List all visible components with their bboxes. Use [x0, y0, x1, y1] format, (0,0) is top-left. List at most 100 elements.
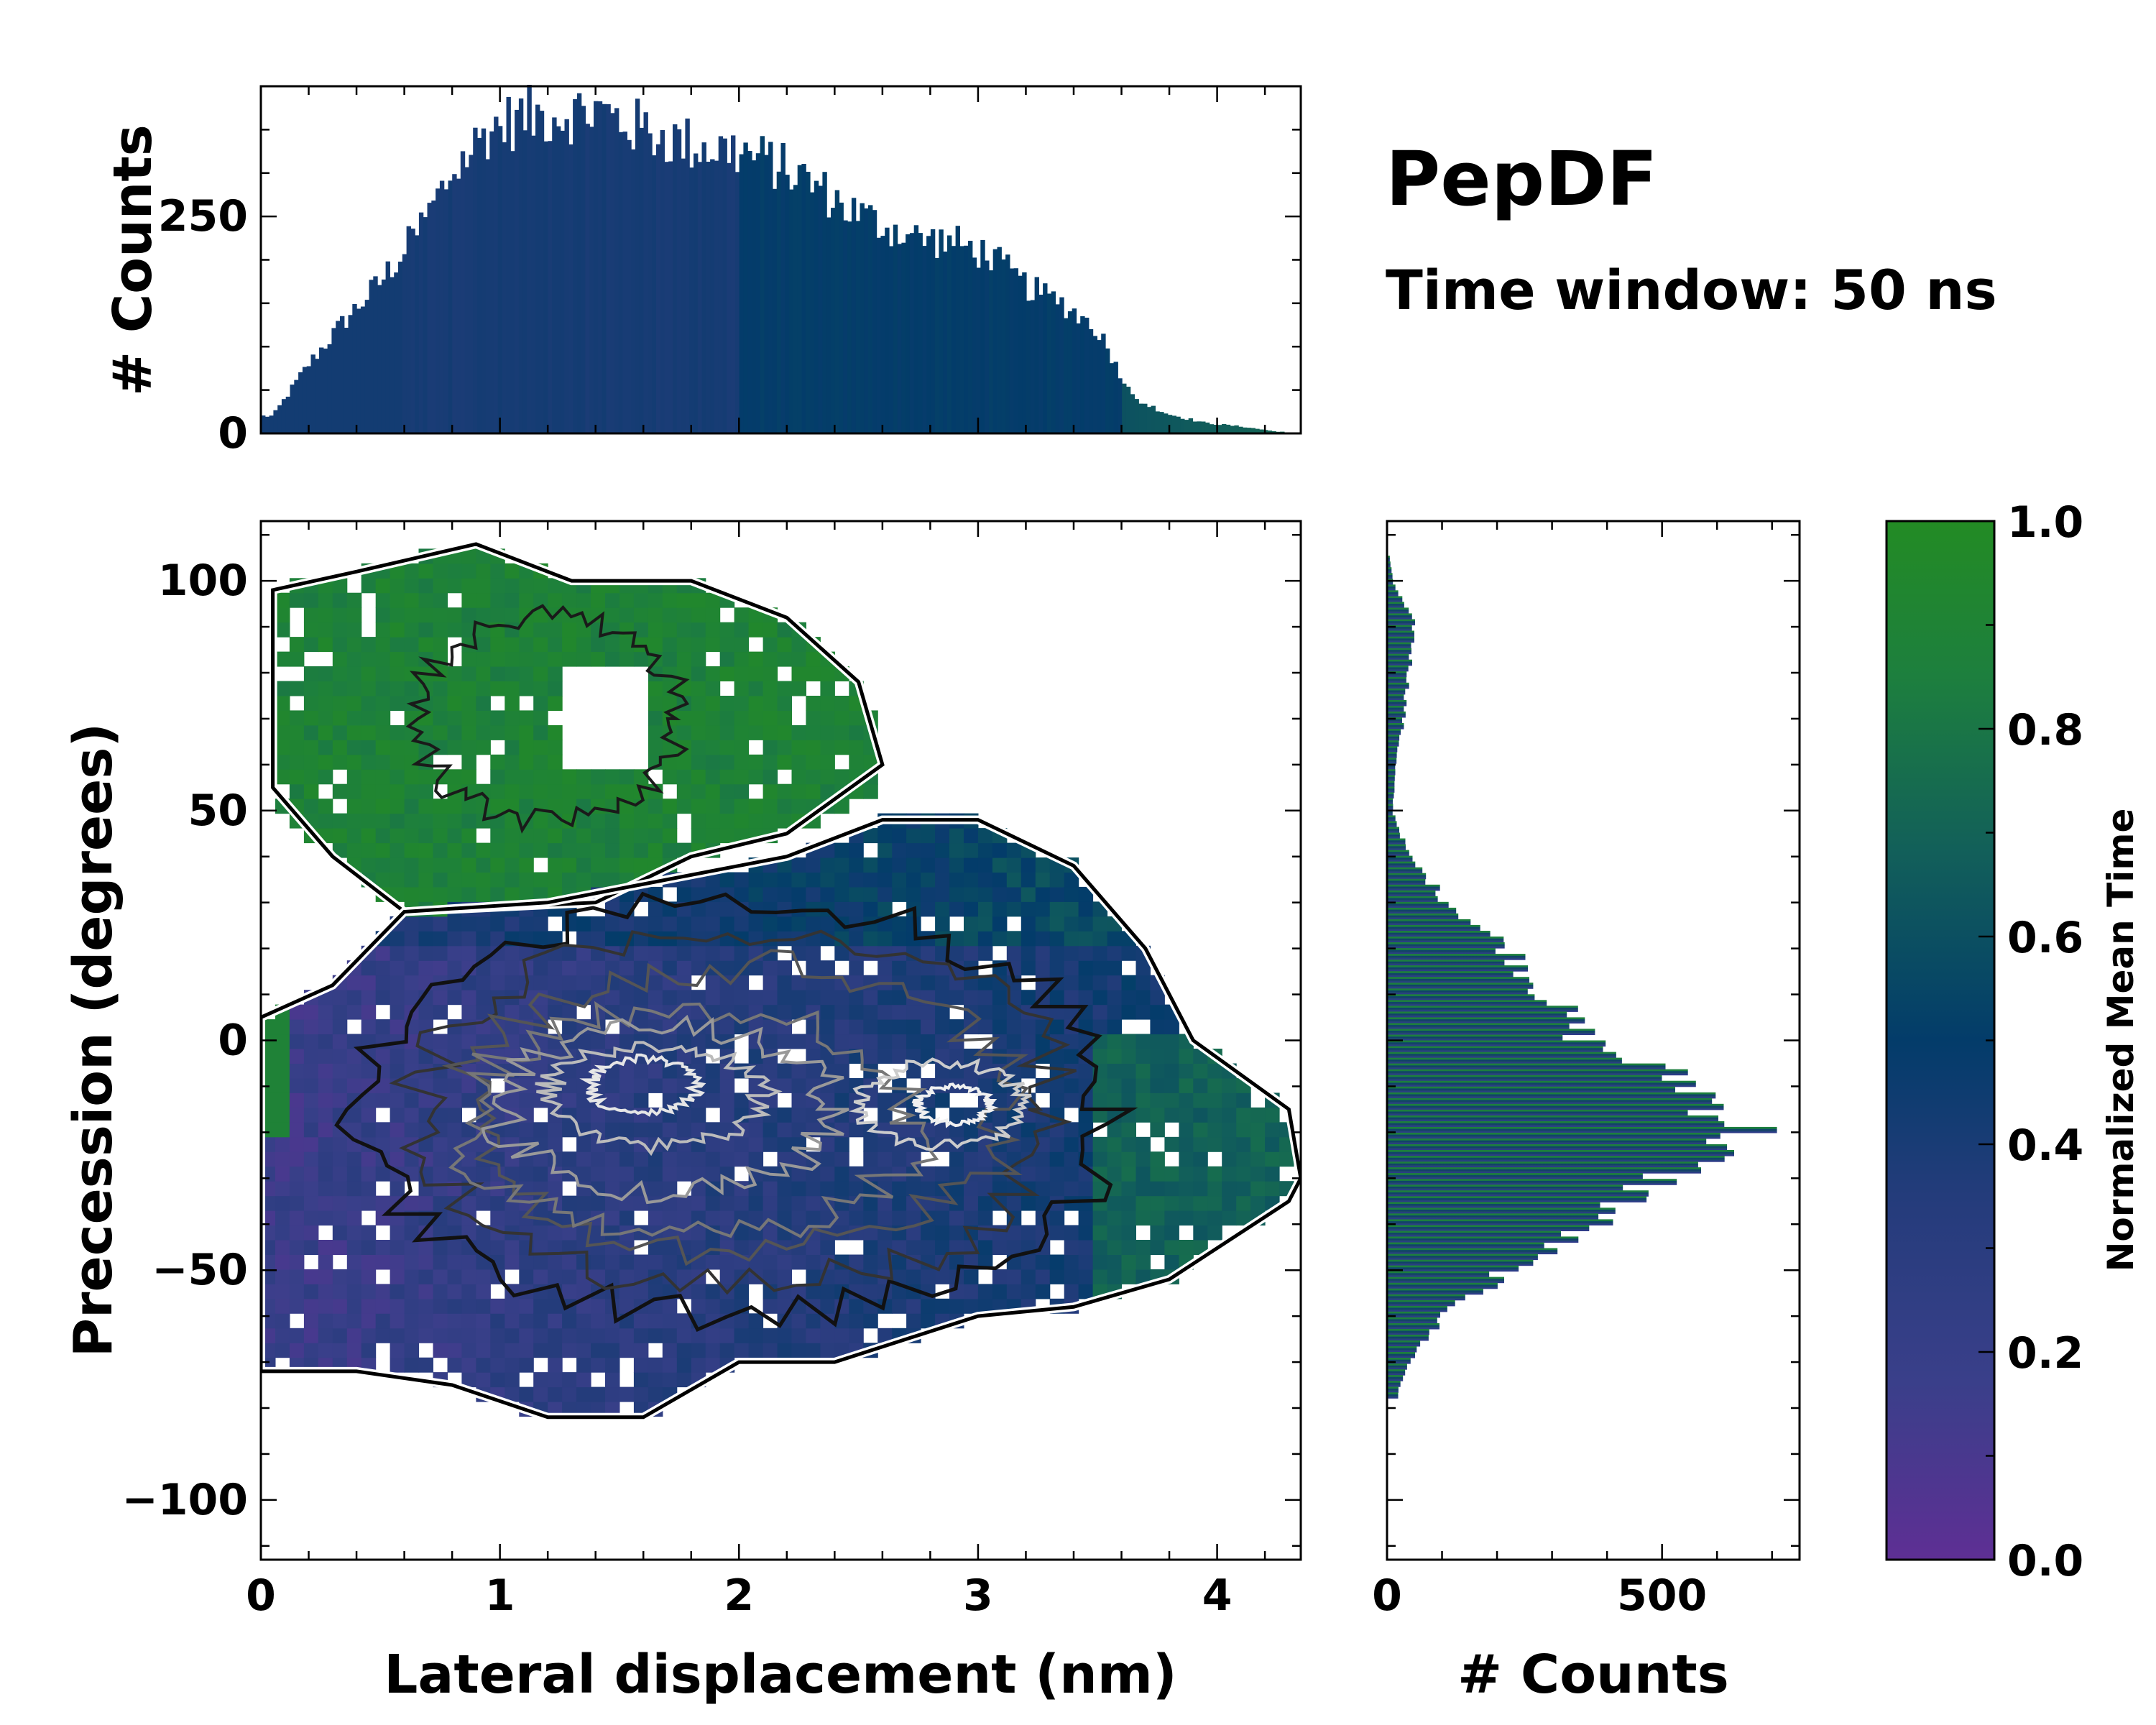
heatmap-cell: [763, 813, 778, 829]
heatmap-cell: [1064, 886, 1079, 902]
heatmap-cell: [849, 1181, 864, 1197]
heatmap-cell: [548, 740, 563, 755]
heatmap-cell: [533, 592, 548, 608]
heatmap-cell: [404, 916, 420, 932]
side-histogram-bar: [1387, 948, 1496, 954]
heatmap-cell: [1150, 1004, 1165, 1020]
heatmap-cell: [404, 1343, 420, 1358]
side-histogram-bar: [1387, 1179, 1677, 1185]
heatmap-cell: [605, 990, 620, 1006]
heatmap-cell: [375, 1122, 391, 1138]
heatmap-cell: [863, 1166, 878, 1182]
heatmap-cell: [648, 842, 663, 858]
top-histogram-bar: [1234, 425, 1239, 433]
heatmap-cell: [1150, 1063, 1165, 1079]
heatmap-cell: [591, 842, 606, 858]
top-histogram-bar: [627, 139, 632, 434]
heatmap-cell: [519, 1034, 534, 1049]
top-histogram-bar: [1180, 418, 1185, 433]
heatmap-cell: [748, 622, 764, 638]
heatmap-cell: [303, 1151, 319, 1167]
heatmap-cell: [906, 960, 921, 976]
heatmap-cell: [418, 1357, 433, 1373]
heatmap-cell: [719, 1195, 735, 1211]
heatmap-cell: [719, 637, 735, 653]
heatmap-cell: [548, 637, 563, 653]
heatmap-cell: [691, 931, 706, 947]
heatmap-cell: [977, 1019, 993, 1035]
heatmap-cell: [1164, 1092, 1179, 1108]
heatmap-cell: [820, 1019, 835, 1035]
heatmap-cell: [935, 857, 950, 873]
heatmap-cell: [777, 1107, 792, 1123]
heatmap-cell: [461, 1284, 476, 1300]
heatmap-cell: [1078, 931, 1094, 947]
heatmap-cell: [275, 651, 290, 667]
heatmap-cell: [964, 931, 979, 947]
heatmap-cell: [1078, 916, 1094, 932]
heatmap-cell: [777, 1181, 792, 1197]
heatmap-cell: [834, 1063, 849, 1079]
heatmap-cell: [318, 710, 333, 726]
heatmap-cell: [964, 1122, 979, 1138]
heatmap-cell: [447, 1240, 462, 1255]
heatmap-cell: [505, 886, 520, 902]
heatmap-cell: [1064, 1034, 1079, 1049]
heatmap-cell: [734, 1313, 750, 1329]
top-histogram-bar: [909, 233, 915, 433]
heatmap-cell: [791, 1225, 806, 1241]
heatmap-cell: [777, 1136, 792, 1152]
heatmap-cell: [820, 754, 835, 770]
heatmap-cell: [806, 990, 821, 1006]
heatmap-cell: [1135, 1063, 1151, 1079]
heatmap-cell: [1064, 945, 1079, 961]
density-contour: [481, 1014, 849, 1205]
heatmap-cell: [519, 592, 534, 608]
heatmap-cell: [648, 740, 663, 755]
heatmap-cell: [691, 1195, 706, 1211]
colorbar-tick-label: 0.6: [2007, 913, 2083, 963]
heatmap-cell: [433, 592, 448, 608]
heatmap-cell: [404, 754, 420, 770]
top-ytick-label: 250: [158, 191, 248, 242]
heatmap-cell: [734, 799, 750, 814]
heatmap-cell: [791, 754, 806, 770]
heatmap-cell: [1135, 1210, 1151, 1226]
heatmap-cell: [447, 563, 462, 579]
heatmap-cell: [332, 1077, 348, 1093]
heatmap-cell: [705, 1092, 721, 1108]
heatmap-cell: [1121, 1122, 1136, 1138]
heatmap-cell: [777, 622, 792, 638]
heatmap-cell: [619, 769, 635, 785]
heatmap-cell: [505, 666, 520, 681]
heatmap-cell: [1164, 1254, 1179, 1270]
heatmap-cell: [676, 1210, 692, 1226]
top-histogram-bar: [594, 101, 599, 433]
heatmap-cell: [648, 1372, 663, 1388]
heatmap-cell: [648, 1240, 663, 1255]
heatmap-cell: [418, 945, 433, 961]
heatmap-cell: [1035, 1284, 1051, 1300]
heatmap-cell: [676, 1122, 692, 1138]
heatmap-cell: [1179, 1181, 1194, 1197]
heatmap-cell: [605, 769, 620, 785]
heatmap-cell: [964, 842, 979, 858]
heatmap-cell: [1164, 1181, 1179, 1197]
heatmap-cell: [576, 1343, 591, 1358]
heatmap-cell: [490, 592, 505, 608]
top-histogram-bar: [473, 127, 478, 433]
heatmap-cell: [591, 783, 606, 799]
heatmap-cell: [275, 1195, 290, 1211]
heatmap-cell: [418, 1298, 433, 1314]
heatmap-cell: [676, 607, 692, 623]
top-histogram-bar: [818, 185, 823, 433]
heatmap-cell: [734, 901, 750, 917]
side-histogram-bar: [1387, 630, 1414, 638]
heatmap-cell: [461, 1372, 476, 1388]
heatmap-cell: [1121, 1269, 1136, 1284]
heatmap-cell: [346, 783, 362, 799]
main-xtick-label: 0: [246, 1570, 276, 1621]
heatmap-cell: [390, 1357, 405, 1373]
heatmap-cell: [1121, 1210, 1136, 1226]
heatmap-cell: [346, 651, 362, 667]
